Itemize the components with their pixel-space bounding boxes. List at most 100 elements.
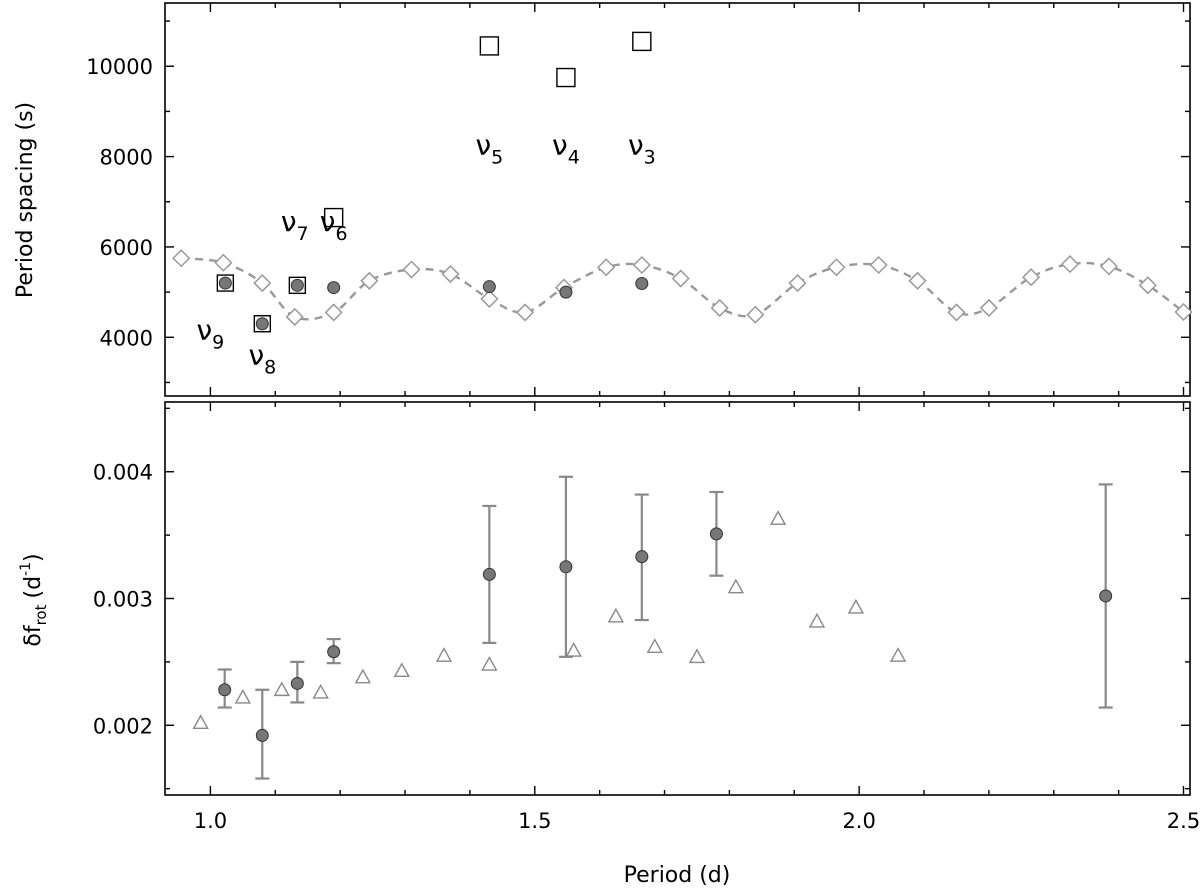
open-triangle-point [769,510,787,525]
x-tick-label: 2.5 [1167,809,1200,833]
mode-label-base: ν [320,205,336,238]
open-triangle-point [808,612,826,628]
mode-label-base: ν [197,314,213,347]
model-diamond-point [788,274,807,293]
mode-label-sub: 5 [491,146,503,168]
top-model-series [172,249,1193,327]
top-y-tick-label: 8000 [100,146,153,170]
filled-circle-point [635,277,649,291]
model-diamond-point [172,249,191,268]
model-diamond-point [746,305,765,324]
bottom-y-tick-label: 0.002 [93,714,153,738]
open-triangle-point [847,598,865,614]
top-plot-frame [164,2,1191,397]
model-diamond-point [515,303,535,322]
filled-circle-point [255,317,269,331]
open-square-point [323,207,344,228]
model-diamond-point [214,253,233,272]
filled-circle-point [327,281,341,295]
mode-label-base: ν [628,128,644,161]
open-square-point [556,67,576,88]
open-triangle-point [481,655,498,671]
top-axis-ticks: 4000 6000 8000 10000 [86,3,1190,396]
mode-label-nu4: ν4 [552,128,580,168]
bottom-panel: 0.002 0.003 0.004 1.0 1.5 2.0 2.5 δfrot (d-1) P… [18,401,1200,888]
mode-label-base: ν [281,205,297,238]
open-triangle-point [354,668,372,684]
x-tick-label: 1.5 [518,809,551,833]
filled-circle-point [290,676,304,690]
x-axis-label: Period (d) [624,863,731,888]
model-diamond-point [324,303,343,322]
open-square-point [632,31,652,52]
mode-label-nu8: ν8 [248,338,276,378]
model-diamond-point [869,255,888,275]
model-diamond-point [1174,302,1193,322]
open-triangle-point [607,607,625,623]
mode-label-sub: 4 [568,146,580,168]
bottom-y-tick-label: 0.003 [93,588,153,612]
open-triangle-point [688,648,706,664]
mode-label-base: ν [248,338,264,371]
mode-label-sub: 3 [644,146,656,168]
model-diamond-point [632,255,651,275]
filled-circle-point [482,280,496,294]
model-diamond-point [285,307,304,327]
ylabel-unit-close: ) [21,553,46,562]
mode-label-sub: 8 [264,356,276,378]
model-diamond-point [441,264,460,284]
ylabel-sub: rot [32,604,50,625]
top-y-tick-label: 10000 [86,55,153,79]
model-diamond-point [1138,276,1157,295]
bottom-error-bars [217,475,1113,780]
filled-circle-point [255,728,269,742]
top-y-axis-label: Period spacing (s) [13,102,38,298]
model-diamond-point [947,303,966,322]
model-diamond-point [597,258,616,277]
mode-label-base: ν [552,128,568,161]
mode-label-nu6: ν6 [320,205,348,245]
model-diamond-point [979,298,998,317]
model-diamond-point [1060,255,1080,274]
mode-label-nu5: ν5 [475,128,503,168]
model-diamond-point [1099,257,1118,276]
top-y-tick-label: 6000 [100,236,153,260]
mode-label-sub: 6 [335,223,347,245]
filled-circle-point [218,276,232,290]
filled-circle-point [218,683,232,697]
model-diamond-point [402,260,421,279]
bottom-axis-ticks: 0.002 0.003 0.004 1.0 1.5 2.0 2.5 [93,402,1200,833]
model-diamond-point [253,274,272,293]
open-triangle-point [565,642,582,657]
bottom-triangle-series [192,510,907,730]
model-diamond-point [480,289,499,308]
ylabel-base: δf [21,624,46,646]
mode-label-nu3: ν3 [628,128,656,168]
bottom-y-tick-label: 0.004 [93,461,153,485]
open-triangle-point [192,714,209,730]
filled-circle-point [709,527,723,541]
open-triangle-point [646,638,663,653]
filled-circle-point [327,645,341,659]
ylabel-unit-open: (d [21,576,46,599]
mode-label-sub: 7 [297,223,309,245]
bottom-y-axis-label: δfrot (d-1) [18,553,50,646]
top-y-tick-label: 4000 [100,326,153,350]
model-diamond-point [671,269,690,288]
mode-label-base: ν [475,128,491,161]
model-diamond-point [1021,268,1041,287]
top-square-series [216,31,652,333]
filled-circle-point [290,278,304,292]
open-triangle-point [312,683,329,699]
x-tick-label: 1.0 [194,809,227,833]
open-triangle-point [435,647,453,662]
ylabel-unit-sup: -1 [18,562,34,576]
open-triangle-point [889,647,907,662]
bottom-plot-frame [164,401,1191,796]
open-triangle-point [234,688,252,704]
model-diamond-point [710,298,729,317]
mode-label-nu7: ν7 [281,205,309,245]
